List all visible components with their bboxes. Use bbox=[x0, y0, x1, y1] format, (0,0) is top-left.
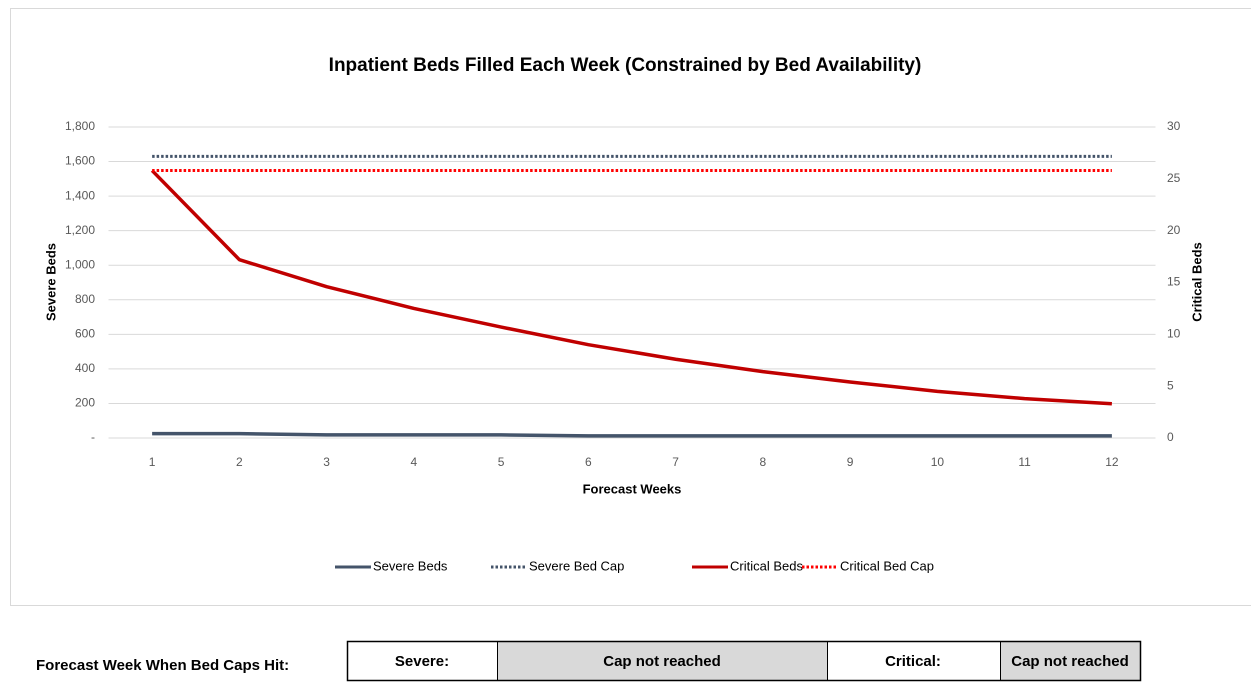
chart-title: Inpatient Beds Filled Each Week (Constra… bbox=[329, 55, 922, 76]
y2-tick-label: 30 bbox=[1167, 119, 1181, 133]
cell: Severe: bbox=[395, 653, 449, 670]
y-tick-label: 1,600 bbox=[65, 154, 95, 168]
y2-tick-label: 10 bbox=[1167, 327, 1181, 341]
footer-label: Forecast Week When Bed Caps Hit: bbox=[36, 657, 289, 674]
x-tick-label: 12 bbox=[1105, 455, 1119, 469]
x-tick-label: 8 bbox=[760, 455, 767, 469]
y2-tick-label: 15 bbox=[1167, 275, 1181, 289]
legend-label: Severe Beds bbox=[373, 558, 448, 573]
x-tick-label: 9 bbox=[847, 455, 854, 469]
y-tick-label: 1,200 bbox=[65, 223, 95, 237]
y-tick-label: 800 bbox=[75, 292, 95, 306]
footer-table: Forecast Week When Bed Caps Hit: Severe:… bbox=[36, 641, 1141, 681]
y2-axis-title: Critical Beds bbox=[1189, 242, 1204, 321]
cell: Cap not reached bbox=[1011, 653, 1129, 670]
cell: Cap not reached bbox=[603, 653, 721, 670]
y2-tick-label: 25 bbox=[1167, 171, 1181, 185]
y-tick-label: 1,400 bbox=[65, 188, 95, 202]
y-tick-label: 200 bbox=[75, 396, 95, 410]
x-tick-label: 1 bbox=[149, 455, 156, 469]
y-tick-label: - bbox=[91, 430, 95, 444]
legend-label: Severe Bed Cap bbox=[529, 558, 624, 573]
x-axis-title: Forecast Weeks bbox=[583, 481, 682, 496]
legend-label: Critical Beds bbox=[730, 558, 803, 573]
x-tick-label: 3 bbox=[323, 455, 330, 469]
x-tick-label: 11 bbox=[1018, 455, 1031, 469]
x-tick-label: 5 bbox=[498, 455, 505, 469]
x-tick-label: 10 bbox=[931, 455, 945, 469]
y2-tick-label: 5 bbox=[1167, 378, 1174, 392]
y-tick-label: 400 bbox=[75, 361, 95, 375]
legend-label: Critical Bed Cap bbox=[840, 558, 934, 573]
x-tick-label: 6 bbox=[585, 455, 592, 469]
chart-border bbox=[11, 9, 1251, 606]
y2-tick-label: 20 bbox=[1167, 223, 1181, 237]
y-tick-label: 1,800 bbox=[65, 119, 95, 133]
x-tick-label: 7 bbox=[672, 455, 679, 469]
cell: Critical: bbox=[885, 653, 941, 670]
y2-tick-label: 0 bbox=[1167, 430, 1174, 444]
y-tick-label: 600 bbox=[75, 327, 95, 341]
y-tick-label: 1,000 bbox=[65, 257, 95, 271]
x-tick-label: 2 bbox=[236, 455, 243, 469]
x-tick-label: 4 bbox=[411, 455, 418, 469]
y-axis-title: Severe Beds bbox=[43, 243, 58, 321]
